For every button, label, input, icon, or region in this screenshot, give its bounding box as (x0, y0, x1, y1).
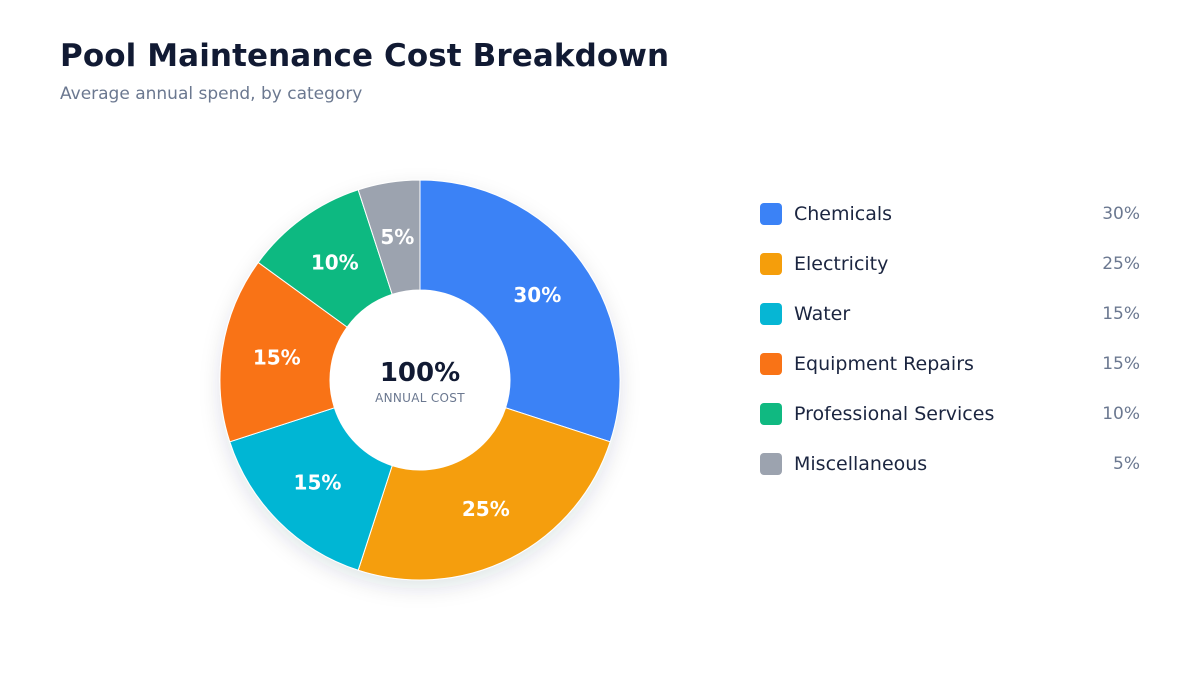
slice-label-water: 15% (294, 471, 342, 495)
slice-label-miscellaneous: 5% (380, 225, 414, 249)
center-total-value: 100% (380, 358, 460, 388)
center-caption: ANNUAL COST (375, 391, 465, 405)
slice-label-equipment-repairs: 15% (253, 345, 301, 369)
slice-label-electricity: 25% (462, 497, 510, 521)
slice-label-chemicals: 30% (513, 283, 561, 307)
legend: Chemicals 30% Electricity 25% Water 15% Equipm… (760, 202, 1140, 502)
legend-label: Chemicals (794, 203, 893, 225)
donut-slices (219, 179, 621, 581)
legend-label: Electricity (794, 253, 889, 275)
legend-swatch (760, 403, 782, 425)
legend-percent: 30% (1102, 204, 1140, 224)
legend-percent: 25% (1102, 254, 1140, 274)
slice-labels: 30% 25% 15% 15% 10% 5% (253, 225, 561, 521)
legend-label: Water (794, 303, 851, 325)
legend-percent: 15% (1102, 304, 1140, 324)
legend-swatch (760, 303, 782, 325)
slice-label-professional-services: 10% (311, 251, 359, 275)
legend-swatch (760, 203, 782, 225)
legend-label: Professional Services (794, 403, 995, 425)
legend-item-water[interactable]: Water 15% (760, 302, 1140, 352)
legend-item-miscellaneous[interactable]: Miscellaneous 5% (760, 452, 1140, 502)
legend-item-professional-services[interactable]: Professional Services 10% (760, 402, 1140, 452)
legend-item-electricity[interactable]: Electricity 25% (760, 252, 1140, 302)
slice-chemicals[interactable] (419, 179, 621, 443)
legend-percent: 5% (1113, 454, 1140, 474)
legend-label: Miscellaneous (794, 453, 928, 475)
legend-swatch (760, 353, 782, 375)
legend-item-chemicals[interactable]: Chemicals 30% (760, 202, 1140, 252)
legend-percent: 15% (1102, 354, 1140, 374)
donut-hole (330, 290, 510, 470)
legend-percent: 10% (1102, 404, 1140, 424)
chart-subtitle: Average annual spend, by category (60, 84, 363, 104)
legend-swatch (760, 453, 782, 475)
legend-label: Equipment Repairs (794, 353, 974, 375)
chart-title: Pool Maintenance Cost Breakdown (60, 38, 670, 74)
legend-swatch (760, 253, 782, 275)
legend-item-equipment-repairs[interactable]: Equipment Repairs 15% (760, 352, 1140, 402)
